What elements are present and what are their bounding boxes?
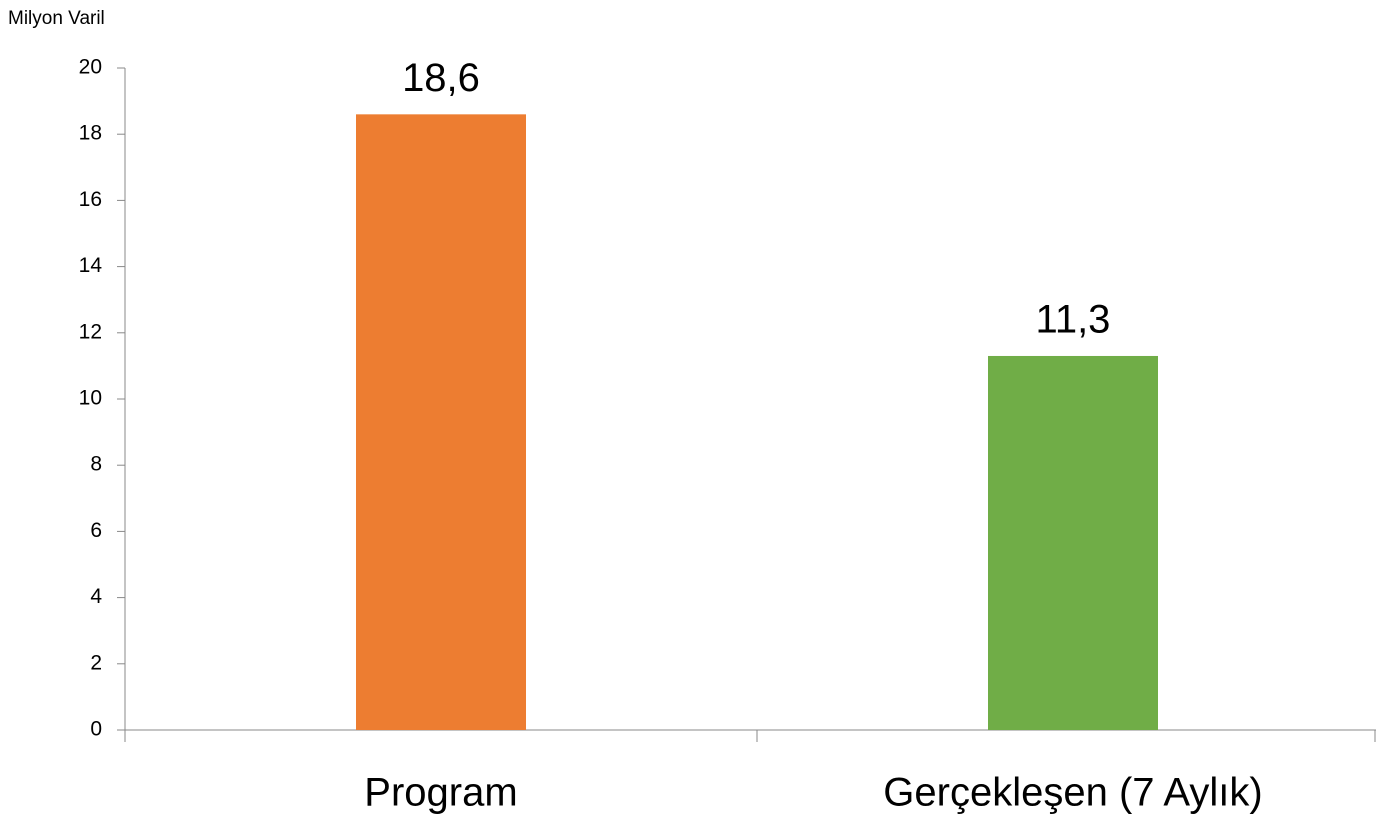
y-tick-label: 8 (90, 453, 102, 476)
bar (356, 114, 526, 731)
y-tick-label: 18 (79, 122, 102, 145)
y-tick-label: 16 (79, 188, 102, 211)
y-tick-label: 14 (79, 254, 103, 277)
bar (988, 355, 1158, 730)
y-tick-label: 20 (79, 56, 102, 79)
y-axis-label: Milyon Varil (8, 8, 105, 29)
value-label: 18,6 (402, 56, 480, 100)
y-tick-label: 2 (90, 651, 102, 674)
y-tick-label: 4 (90, 585, 102, 608)
value-label: 11,3 (1036, 298, 1111, 342)
x-tick-label: Program (364, 771, 517, 815)
y-tick-label: 12 (79, 320, 102, 343)
y-tick-label: 6 (90, 519, 102, 542)
y-tick-label: 10 (79, 387, 102, 410)
x-tick-label: Gerçekleşen (7 Aylık) (883, 771, 1262, 815)
y-tick-label: 0 (90, 718, 102, 741)
